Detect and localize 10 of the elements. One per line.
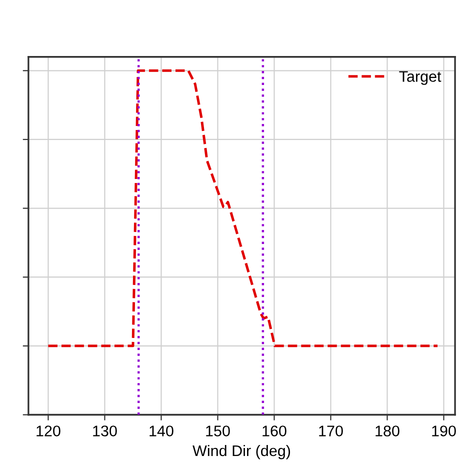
x-tick-label: 180 [376, 426, 400, 436]
x-tick-label: 160 [262, 426, 286, 436]
x-tick-label: 190 [432, 426, 456, 436]
x-tick-label: 170 [319, 426, 343, 436]
x-tick-label: 130 [93, 426, 117, 436]
x-tick-label: 150 [206, 426, 230, 436]
x-tick-label: 120 [36, 426, 60, 436]
legend-label: Target [399, 71, 442, 85]
x-axis-title: Wind Dir (deg) [192, 444, 290, 460]
x-tick-label: 140 [150, 426, 174, 436]
